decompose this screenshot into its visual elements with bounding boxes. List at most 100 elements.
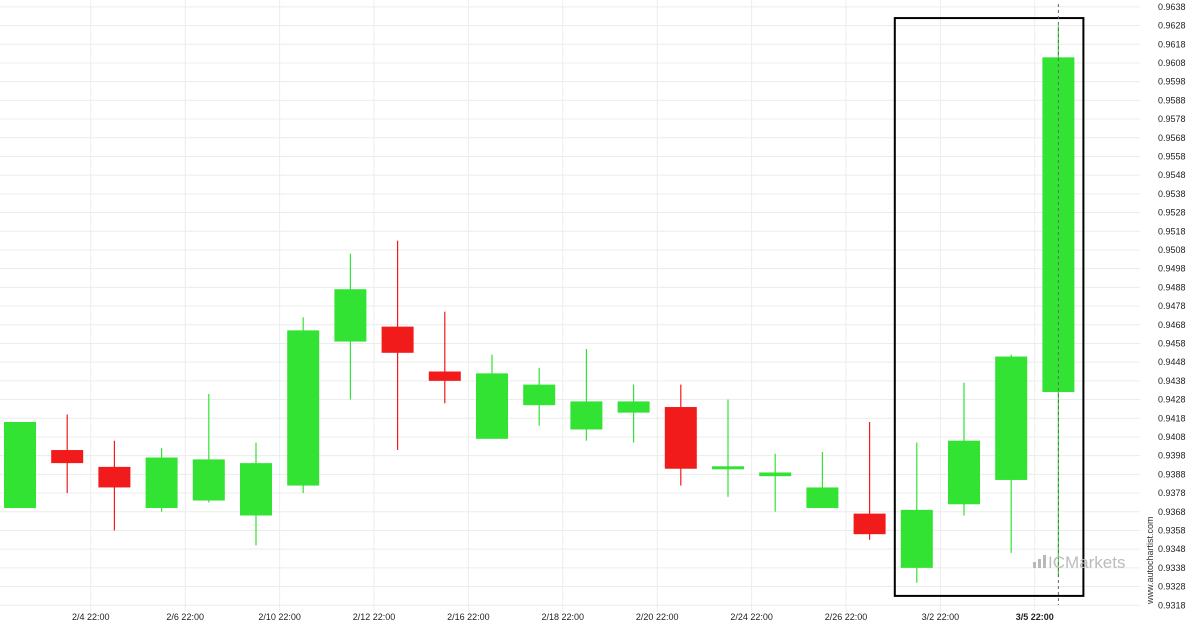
x-axis: 2/4 22:00 2/6 22:00 2/10 22:00 2/12 22:00 2/… xyxy=(72,612,1054,622)
candle-body xyxy=(4,421,36,509)
x-tick-label: 2/4 22:00 xyxy=(72,612,110,622)
candle-body xyxy=(287,330,320,486)
highlight-box-layer xyxy=(893,17,1085,597)
candle xyxy=(192,393,225,503)
candle-body xyxy=(900,509,933,568)
y-tick-label: 0.9628 xyxy=(1158,21,1186,31)
candle-body xyxy=(98,466,131,488)
candle xyxy=(617,384,650,443)
y-tick-label: 0.9498 xyxy=(1158,264,1186,274)
y-tick-label: 0.9418 xyxy=(1158,413,1186,423)
candle-body xyxy=(381,326,414,353)
x-tick-label: 2/16 22:00 xyxy=(447,612,490,622)
candle xyxy=(476,354,508,439)
y-tick-label: 0.9508 xyxy=(1158,245,1186,255)
candle-body xyxy=(476,373,508,439)
candle xyxy=(240,442,272,546)
candle xyxy=(948,382,980,516)
y-tick-label: 0.9438 xyxy=(1158,376,1186,386)
highlight-box xyxy=(893,17,1085,597)
y-tick-label: 0.9588 xyxy=(1158,95,1186,105)
candle xyxy=(4,421,36,509)
candle-body xyxy=(712,466,744,470)
candle-body xyxy=(570,401,603,430)
candle xyxy=(570,349,603,441)
y-tick-label: 0.9328 xyxy=(1158,582,1186,592)
x-tick-label: 2/6 22:00 xyxy=(166,612,204,622)
candle xyxy=(995,354,1028,553)
x-tick-label: 2/12 22:00 xyxy=(353,612,396,622)
candle xyxy=(98,440,131,531)
y-tick-label: 0.9408 xyxy=(1158,432,1186,442)
y-tick-label: 0.9578 xyxy=(1158,114,1186,124)
y-tick-label: 0.9568 xyxy=(1158,133,1186,143)
candle xyxy=(664,384,697,486)
candle-body xyxy=(428,371,461,381)
candle xyxy=(712,399,744,497)
candle xyxy=(51,414,84,494)
candle-body xyxy=(51,450,84,464)
y-tick-label: 0.9558 xyxy=(1158,151,1186,161)
y-tick-label: 0.9318 xyxy=(1158,600,1186,610)
y-tick-label: 0.9428 xyxy=(1158,395,1186,405)
y-tick-label: 0.9478 xyxy=(1158,301,1186,311)
x-tick-label: 3/2 22:00 xyxy=(922,612,960,622)
candle-body xyxy=(617,401,650,413)
candle xyxy=(428,311,461,404)
y-tick-label: 0.9548 xyxy=(1158,170,1186,180)
y-tick-label: 0.9528 xyxy=(1158,208,1186,218)
x-tick-label: 2/18 22:00 xyxy=(542,612,585,622)
x-tick-label: 2/26 22:00 xyxy=(825,612,868,622)
x-tick-label: 2/24 22:00 xyxy=(730,612,773,622)
y-tick-label: 0.9338 xyxy=(1158,563,1186,573)
credit-text: www.autochartist.com xyxy=(1145,516,1155,605)
candle-body xyxy=(759,472,792,477)
candle-body xyxy=(806,487,839,509)
y-tick-label: 0.9448 xyxy=(1158,357,1186,367)
y-tick-label: 0.9618 xyxy=(1158,39,1186,49)
y-tick-label: 0.9348 xyxy=(1158,544,1186,554)
candle-body xyxy=(523,384,556,406)
watermark-text: ICMarkets xyxy=(1048,553,1125,572)
candle-body xyxy=(995,356,1028,480)
candle xyxy=(806,451,839,509)
x-tick-label: 2/20 22:00 xyxy=(636,612,679,622)
candle xyxy=(334,253,367,400)
y-tick-label: 0.9368 xyxy=(1158,507,1186,517)
y-tick-label: 0.9388 xyxy=(1158,469,1186,479)
candle xyxy=(759,453,792,512)
y-tick-label: 0.9608 xyxy=(1158,58,1186,68)
y-tick-label: 0.9458 xyxy=(1158,338,1186,348)
y-tick-label: 0.9378 xyxy=(1158,488,1186,498)
grid-layer xyxy=(0,0,1140,612)
candle-body xyxy=(334,289,367,342)
candle-body xyxy=(192,459,225,501)
y-tick-label: 0.9518 xyxy=(1158,226,1186,236)
y-tick-label: 0.9488 xyxy=(1158,282,1186,292)
y-tick-label: 0.9358 xyxy=(1158,525,1186,535)
candle-body xyxy=(853,513,886,535)
candle xyxy=(523,367,556,426)
y-tick-label: 0.9468 xyxy=(1158,320,1186,330)
candle-body xyxy=(145,457,178,509)
icmarkets-logo-icon xyxy=(1033,555,1046,568)
candle-body xyxy=(240,463,272,516)
brand-watermark: ICMarkets xyxy=(1033,553,1125,572)
y-tick-label: 0.9398 xyxy=(1158,451,1186,461)
y-tick-label: 0.9598 xyxy=(1158,77,1186,87)
y-axis: 0.9318 0.9328 0.9338 0.9348 0.9358 0.9368 0.93… xyxy=(1158,2,1186,610)
candle xyxy=(145,448,178,512)
x-tick-label: 3/5 22:00 xyxy=(1016,612,1054,622)
candle-body xyxy=(948,440,980,505)
candle xyxy=(287,317,320,494)
candle xyxy=(381,240,414,451)
candle-body xyxy=(664,407,697,469)
candles-layer xyxy=(4,25,1075,583)
candle xyxy=(900,442,933,583)
y-tick-label: 0.9538 xyxy=(1158,189,1186,199)
y-tick-label: 0.9638 xyxy=(1158,2,1186,12)
x-tick-label: 2/10 22:00 xyxy=(258,612,301,622)
candle xyxy=(853,421,886,540)
